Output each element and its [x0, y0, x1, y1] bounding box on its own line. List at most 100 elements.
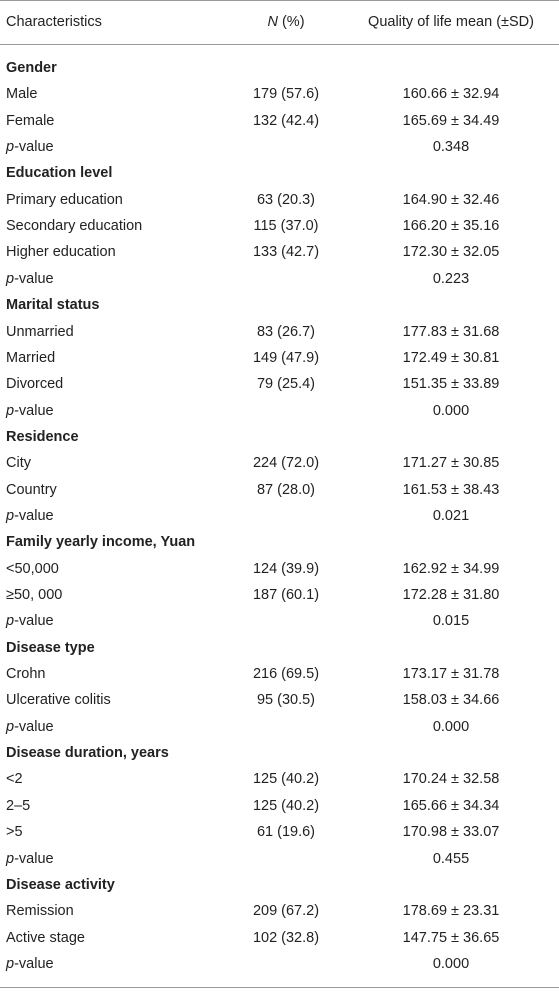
group-title: Residence [6, 428, 79, 445]
p-value-label: p-value [6, 398, 54, 424]
cell: 164.90 ± 32.46 [402, 191, 500, 208]
data-row: ≥50, 000 187 (60.1) 172.28 ± 31.80 [0, 582, 559, 608]
p-label-text: p [6, 402, 15, 419]
p-value-label: p-value [6, 951, 54, 977]
p-value: 0.223 [432, 270, 470, 287]
data-row: Secondary education 115 (37.0) 166.20 ± 35… [0, 213, 559, 239]
row-label: <50,000 [6, 560, 59, 577]
p-label-text: p [6, 613, 15, 630]
group-title: Disease activity [6, 876, 115, 893]
top-rule [0, 0, 559, 1]
data-row: Male 179 (57.6) 160.66 ± 32.94 [0, 81, 559, 107]
header-cell: Quality of life mean (±SD) [350, 9, 552, 35]
p-value: 0.021 [432, 507, 470, 524]
row-label: Primary education [6, 191, 123, 208]
p-value-row: p-value 0.455 [0, 846, 559, 872]
p-value-row: p-value 0.000 [0, 714, 559, 740]
header-cell: Characteristics [6, 9, 102, 35]
data-row: Active stage 102 (32.8) 147.75 ± 36.65 [0, 925, 559, 951]
cell: 132 (42.4) [252, 112, 320, 129]
group-row: Disease activity [0, 872, 559, 898]
data-row: Country 87 (28.0) 161.53 ± 38.43 [0, 477, 559, 503]
header-rule [0, 44, 559, 45]
cell: 125 (40.2) [252, 797, 320, 814]
cell: 124 (39.9) [252, 560, 320, 577]
p-label-text: -value [14, 613, 54, 630]
cell: 102 (32.8) [252, 929, 320, 946]
cell: 178.69 ± 23.31 [402, 903, 500, 920]
bottom-rule [0, 987, 559, 988]
header-text: Quality of life mean (±SD) [368, 14, 534, 30]
cell: 170.98 ± 33.07 [402, 824, 500, 841]
p-label-text: -value [14, 507, 54, 524]
p-value: 0.000 [432, 402, 470, 419]
cell: 160.66 ± 32.94 [402, 86, 500, 103]
p-value: 0.000 [432, 718, 470, 735]
p-label-text: -value [14, 270, 54, 287]
group-title: Family yearly income, Yuan [6, 534, 196, 551]
group-row: Residence [0, 424, 559, 450]
p-value-row: p-value 0.348 [0, 134, 559, 160]
data-row: Ulcerative colitis 95 (30.5) 158.03 ± 34.6… [0, 687, 559, 713]
row-label: Male [6, 86, 38, 103]
data-row: Married 149 (47.9) 172.49 ± 30.81 [0, 345, 559, 371]
row-label: >5 [6, 824, 23, 841]
row-label: City [6, 455, 31, 472]
data-row: Primary education 63 (20.3) 164.90 ± 32.46 [0, 187, 559, 213]
cell: 161.53 ± 38.43 [402, 481, 500, 498]
group-row: Gender [0, 55, 559, 81]
cell: 171.27 ± 30.85 [402, 455, 500, 472]
cell: 125 (40.2) [252, 771, 320, 788]
group-title: Disease duration, years [6, 745, 169, 762]
cell: 216 (69.5) [252, 666, 320, 683]
data-row: City 224 (72.0) 171.27 ± 30.85 [0, 450, 559, 476]
p-label-text: p [6, 270, 15, 287]
header-text: Characteristics [6, 14, 102, 30]
p-label-text: -value [14, 718, 54, 735]
group-row: Marital status [0, 292, 559, 318]
data-row: 2–5 125 (40.2) 165.66 ± 34.34 [0, 793, 559, 819]
data-row: Remission 209 (67.2) 178.69 ± 23.31 [0, 898, 559, 924]
group-row: Disease duration, years [0, 740, 559, 766]
cell: 151.35 ± 33.89 [402, 376, 500, 393]
cell: 179 (57.6) [252, 86, 320, 103]
p-label-text: p [6, 718, 15, 735]
row-label: Higher education [6, 244, 116, 261]
cell: 95 (30.5) [256, 692, 316, 709]
row-label: Unmarried [6, 323, 74, 340]
cell: 79 (25.4) [256, 376, 316, 393]
row-label: Remission [6, 903, 74, 920]
data-row: Crohn 216 (69.5) 173.17 ± 31.78 [0, 661, 559, 687]
data-row: Female 132 (42.4) 165.69 ± 34.49 [0, 108, 559, 134]
p-value: 0.015 [432, 613, 470, 630]
p-value: 0.000 [432, 955, 470, 972]
p-value-row: p-value 0.000 [0, 951, 559, 977]
p-value-row: p-value 0.000 [0, 398, 559, 424]
cell: 187 (60.1) [252, 587, 320, 603]
row-label: 2–5 [6, 797, 31, 814]
row-label: <2 [6, 771, 23, 788]
row-label: Married [6, 349, 56, 366]
p-label-text: p [6, 507, 15, 524]
cell: 63 (20.3) [256, 191, 316, 208]
p-value-label: p-value [6, 608, 54, 634]
cell: 209 (67.2) [252, 903, 320, 920]
cell: 165.69 ± 34.49 [402, 112, 500, 129]
cell: 170.24 ± 32.58 [402, 771, 500, 788]
p-value-row: p-value 0.223 [0, 266, 559, 292]
p-label-text: -value [14, 402, 54, 419]
row-label: Active stage [6, 929, 85, 946]
cell: 158.03 ± 34.66 [402, 692, 500, 709]
p-label-text: p [6, 139, 15, 156]
cell: 165.66 ± 34.34 [402, 797, 500, 814]
cell: 87 (28.0) [256, 481, 316, 498]
p-label-text: p [6, 955, 15, 972]
cell: 166.20 ± 35.16 [402, 218, 500, 235]
cell: 61 (19.6) [256, 824, 316, 841]
row-label: Secondary education [6, 218, 143, 235]
row-label: ≥50, 000 [6, 587, 63, 603]
p-label-text: p [6, 850, 15, 867]
p-value-label: p-value [6, 266, 54, 292]
cell: 172.30 ± 32.05 [402, 244, 500, 261]
